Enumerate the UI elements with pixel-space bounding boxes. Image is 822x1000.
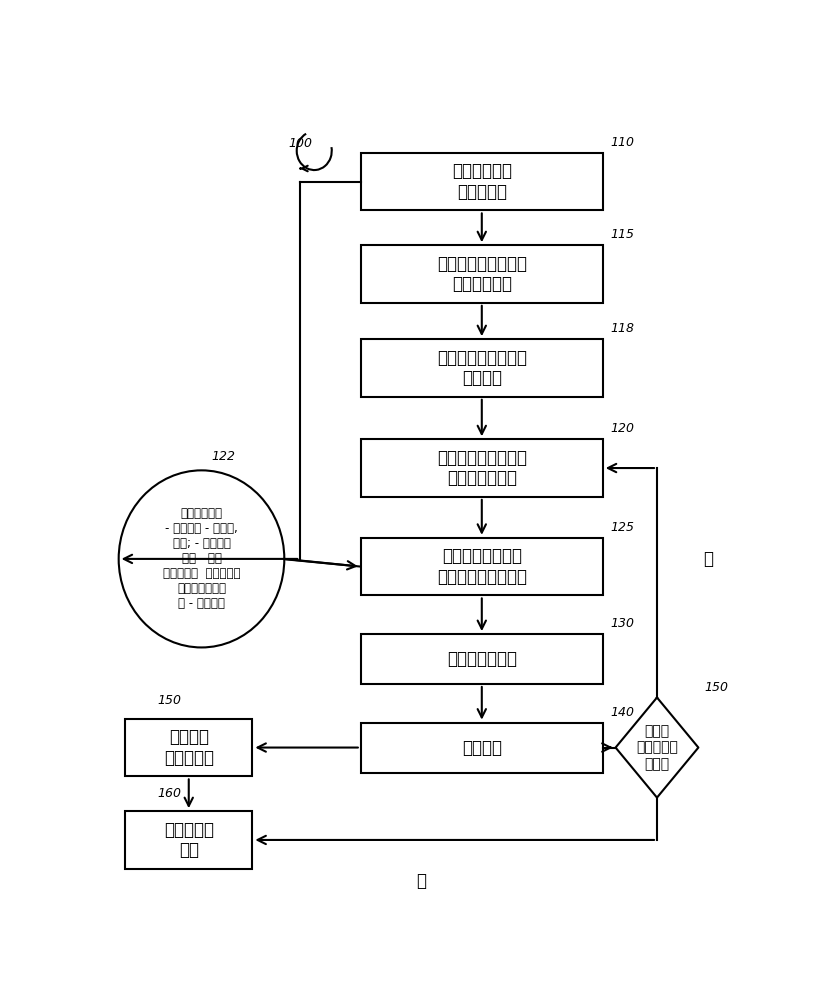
Text: 150: 150 [157, 694, 181, 707]
Text: 160: 160 [157, 787, 181, 800]
Text: 产生储层属性体: 产生储层属性体 [447, 650, 517, 668]
Bar [125, 719, 252, 776]
Text: 110: 110 [611, 136, 635, 149]
Text: 140: 140 [611, 706, 635, 719]
Text: 115: 115 [611, 228, 635, 241]
Bar [361, 439, 603, 497]
Text: 预处理用于体元化的
地震数据: 预处理用于体元化的 地震数据 [436, 349, 527, 387]
Text: 150: 150 [704, 681, 729, 694]
Bar [361, 538, 603, 595]
Text: 用于解释
处理的输出: 用于解释 处理的输出 [164, 728, 214, 767]
Text: 否: 否 [703, 550, 713, 568]
Text: 感兴趣的属性
- 岩石性质 - 孔隙度,
岩性; - 地质力学
性质 - 脆度
流体存在性  流体的类型
油、气、盐水、
水 - 各向异性: 感兴趣的属性 - 岩石性质 - 孔隙度, 岩性; - 地质力学 性质 - 脆度 … [163, 507, 240, 610]
Bar [361, 153, 603, 210]
Ellipse shape [118, 470, 284, 647]
Text: 120: 120 [611, 422, 635, 435]
Text: 获得矿床数据
与勘探标准: 获得矿床数据 与勘探标准 [452, 162, 512, 201]
Bar [361, 723, 603, 773]
Text: 100: 100 [289, 137, 312, 150]
Text: 所有的
形成层都被
分析了: 所有的 形成层都被 分析了 [636, 724, 678, 771]
Bar [125, 811, 252, 869]
Text: 是: 是 [416, 872, 427, 890]
Text: 130: 130 [611, 617, 635, 630]
Bar [361, 245, 603, 303]
Text: 125: 125 [611, 521, 635, 534]
Bar [361, 339, 603, 397]
Text: 118: 118 [611, 322, 635, 335]
Text: 识别潜在的感兴趣的
次表层形成层: 识别潜在的感兴趣的 次表层形成层 [436, 255, 527, 293]
Text: 描绘储层: 描绘储层 [462, 739, 501, 757]
Text: 122: 122 [211, 450, 235, 463]
Bar [361, 634, 603, 684]
Text: 用于钻井的
输出: 用于钻井的 输出 [164, 821, 214, 859]
Text: 使感兴趣的形成层的
地震数据体元化: 使感兴趣的形成层的 地震数据体元化 [436, 449, 527, 487]
Text: 分析用于感兴趣的
属性的体元化的数据: 分析用于感兴趣的 属性的体元化的数据 [436, 547, 527, 586]
Polygon shape [616, 698, 699, 798]
